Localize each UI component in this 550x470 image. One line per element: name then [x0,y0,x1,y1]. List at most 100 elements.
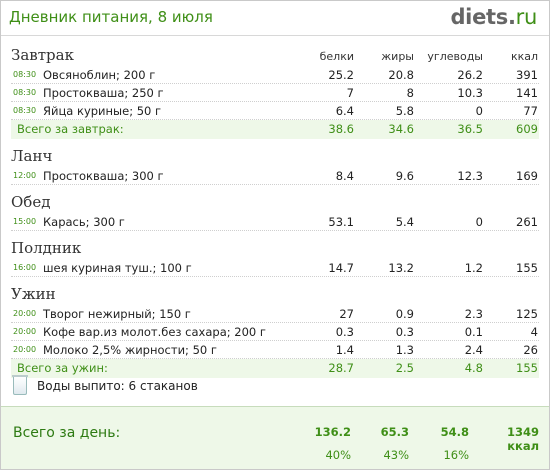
food-row[interactable]: 15:00 Карась; 300 г 53.1 5.4 0 261 [11,213,539,231]
meal-total-protein: 38.6 [328,122,354,136]
food-fat: 13.2 [388,261,414,275]
column-header-carbs: углеводы [427,50,483,63]
food-row[interactable]: 08:30 Простокваша; 250 г 7 8 10.3 141 [11,84,539,102]
meal-total-row: Всего за завтрак: 38.6 34.6 36.5 609 [11,120,539,139]
food-name[interactable]: шея куриная туш.; 100 г [43,261,192,275]
food-carbs: 0.1 [464,325,483,339]
meals-table: Завтрак белки жиры углеводы ккал 08:30 Овсяноб… [11,44,539,384]
day-total: Всего за день: 136.2 65.3 54.8 1349 ккал… [1,406,549,469]
food-protein: 0.3 [335,325,354,339]
column-header-fat: жиры [381,50,414,63]
food-kcal: 391 [516,68,538,82]
food-protein: 8.4 [335,169,354,183]
day-total-carbs: 54.8 [440,425,469,439]
food-name[interactable]: Кофе вар.из молот.без сахара; 200 г [43,325,266,339]
meal-name: Завтрак [11,46,74,64]
meal-total-carbs: 36.5 [457,122,483,136]
food-name[interactable]: Яйца куриные; 50 г [43,104,162,118]
food-carbs: 0 [475,215,483,229]
meal-name: Ланч [11,147,53,165]
food-name[interactable]: Карась; 300 г [43,215,125,229]
meal-header: Ужин [11,283,539,305]
meal-total-carbs: 4.8 [464,361,483,375]
food-row[interactable]: 08:30 Овсяноблин; 200 г 25.2 20.8 26.2 391 [11,66,539,84]
meal-total-kcal: 155 [516,361,538,375]
meal-total-label: Всего за завтрак: [17,122,124,136]
meal-total-protein: 28.7 [328,361,354,375]
food-kcal: 141 [516,86,538,100]
day-total-fat: 65.3 [380,425,409,439]
glass-icon [12,375,28,395]
food-time: 08:30 [13,70,37,79]
food-fat: 5.8 [395,104,414,118]
food-time: 08:30 [13,106,37,115]
food-carbs: 26.2 [457,68,483,82]
food-kcal: 169 [516,169,538,183]
food-kcal: 125 [516,307,538,321]
day-total-label: Всего за день: [13,425,121,441]
food-fat: 1.3 [395,343,414,357]
meal-total-fat: 2.5 [395,361,414,375]
meal-total-row: Всего за ужин: 28.7 2.5 4.8 155 [11,359,539,378]
logo-tld: ru [515,5,538,29]
food-row[interactable]: 12:00 Простокваша; 300 г 8.4 9.6 12.3 169 [11,167,539,185]
food-row[interactable]: 16:00 шея куриная туш.; 100 г 14.7 13.2 1.2 1… [11,259,539,277]
logo-main: diets [450,5,508,29]
food-name[interactable]: Творог нежирный; 150 г [43,307,191,321]
water-summary: Воды выпито: 6 стаканов [11,373,311,399]
food-time: 20:00 [13,309,37,318]
food-name[interactable]: Простокваша; 250 г [43,86,164,100]
food-carbs: 2.4 [464,343,483,357]
food-protein: 14.7 [328,261,354,275]
food-fat: 20.8 [388,68,414,82]
food-protein: 1.4 [335,343,354,357]
day-total-protein: 136.2 [314,425,351,439]
day-fat-percent: 43% [383,448,409,462]
food-kcal: 77 [523,104,538,118]
day-carbs-percent: 16% [443,448,469,462]
food-row[interactable]: 20:00 Творог нежирный; 150 г 27 0.9 2.3 125 [11,305,539,323]
food-carbs: 12.3 [457,169,483,183]
meal-total-fat: 34.6 [388,122,414,136]
food-fat: 5.4 [395,215,414,229]
food-time: 08:30 [13,88,37,97]
food-row[interactable]: 20:00 Молоко 2,5% жирности; 50 г 1.4 1.3 2.4… [11,341,539,359]
meal-header: Завтрак белки жиры углеводы ккал [11,44,539,66]
food-time: 20:00 [13,345,37,354]
food-carbs: 2.3 [464,307,483,321]
meal-total-label: Всего за ужин: [17,361,108,375]
food-carbs: 0 [475,104,483,118]
meal-name: Обед [11,193,51,211]
meal-header: Ланч [11,145,539,167]
food-kcal: 261 [516,215,538,229]
food-time: 12:00 [13,171,37,180]
site-logo[interactable]: diets.ru [450,5,537,29]
header: Дневник питания, 8 июля diets.ru [1,1,549,37]
column-header-protein: белки [319,50,354,63]
food-row[interactable]: 08:30 Яйца куриные; 50 г 6.4 5.8 0 77 [11,102,539,120]
header-divider [1,35,549,36]
food-carbs: 1.2 [464,261,483,275]
food-fat: 9.6 [395,169,414,183]
meal-header: Обед [11,191,539,213]
food-fat: 8 [406,86,414,100]
food-fat: 0.9 [395,307,414,321]
day-total-kcal: 1349 ккал [506,425,539,453]
food-protein: 27 [339,307,354,321]
food-time: 20:00 [13,327,37,336]
column-header-kcal: ккал [510,50,538,63]
food-kcal: 26 [523,343,538,357]
food-time: 15:00 [13,217,37,226]
food-protein: 25.2 [328,68,354,82]
meal-name: Ужин [11,285,56,303]
meal-header: Полдник [11,237,539,259]
food-name[interactable]: Простокваша; 300 г [43,169,164,183]
food-kcal: 4 [530,325,538,339]
water-label: Воды выпито: 6 стаканов [37,379,198,393]
food-name[interactable]: Молоко 2,5% жирности; 50 г [43,343,217,357]
food-row[interactable]: 20:00 Кофе вар.из молот.без сахара; 200 г… [11,323,539,341]
food-name[interactable]: Овсяноблин; 200 г [43,68,156,82]
food-protein: 7 [346,86,354,100]
food-protein: 53.1 [328,215,354,229]
